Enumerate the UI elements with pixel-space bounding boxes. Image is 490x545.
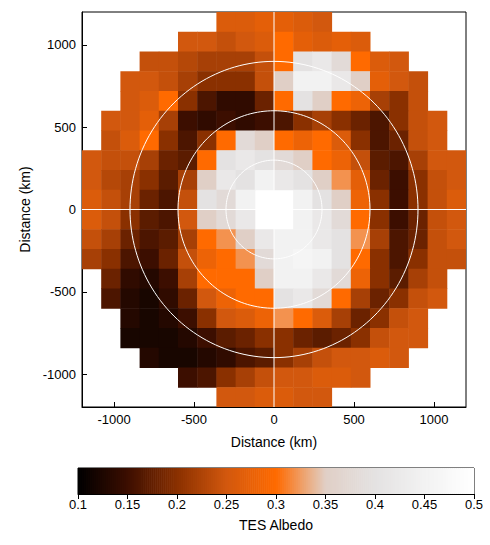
svg-text:Distance (km): Distance (km) [231,434,317,450]
svg-text:0: 0 [270,412,277,427]
svg-text:0.45: 0.45 [412,497,437,512]
svg-text:0.15: 0.15 [115,497,140,512]
svg-text:0.35: 0.35 [313,497,338,512]
svg-text:500: 500 [54,120,76,135]
svg-text:-1000: -1000 [97,412,130,427]
svg-text:-500: -500 [181,412,207,427]
svg-text:0.25: 0.25 [214,497,239,512]
svg-text:0.2: 0.2 [168,497,186,512]
svg-text:-1000: -1000 [43,367,76,382]
svg-text:0.3: 0.3 [267,497,285,512]
svg-text:1000: 1000 [47,37,76,52]
svg-text:500: 500 [343,412,365,427]
svg-text:TES Albedo: TES Albedo [239,517,313,533]
svg-text:-500: -500 [50,284,76,299]
svg-text:0.4: 0.4 [366,497,384,512]
svg-text:Distance (km): Distance (km) [17,166,33,252]
svg-text:0: 0 [69,202,76,217]
svg-text:0.5: 0.5 [465,497,483,512]
svg-text:1000: 1000 [420,412,449,427]
svg-text:0.1: 0.1 [69,497,87,512]
